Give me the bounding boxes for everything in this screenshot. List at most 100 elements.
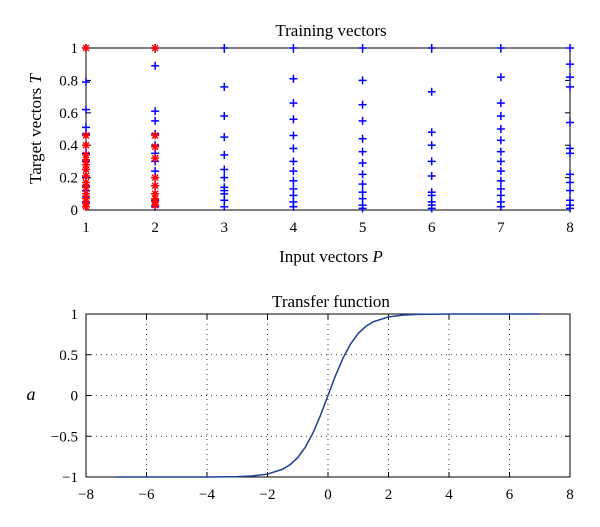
plus-marker	[289, 157, 298, 166]
plus-marker	[289, 74, 298, 83]
plus-marker	[151, 61, 160, 70]
plus-marker	[496, 99, 505, 108]
plus-marker	[496, 112, 505, 121]
plus-marker	[496, 202, 505, 211]
plus-marker	[289, 144, 298, 153]
plus-marker	[496, 176, 505, 185]
plus-marker	[566, 170, 574, 179]
x-axis-label: Input vectors P	[279, 247, 383, 266]
y-tick-label: 0	[71, 203, 79, 219]
plus-marker	[358, 134, 367, 143]
y-axis-label: a	[27, 384, 36, 404]
y-tick-label: 0	[71, 389, 79, 405]
y-tick-label: 0.4	[59, 138, 78, 154]
plus-marker	[220, 82, 229, 91]
star-marker	[82, 44, 90, 52]
plus-marker	[151, 107, 160, 116]
axis-ticks: −8 −6 −4 −2 0 2 4 6 8 −1 −0.5 0 0.5 1	[51, 307, 574, 503]
plus-marker	[496, 147, 505, 156]
star-marker	[151, 154, 160, 163]
y-tick-label: 0.8	[59, 73, 78, 89]
plus-marker	[289, 176, 298, 185]
star-marker	[151, 44, 160, 52]
plus-marker	[220, 173, 229, 182]
plus-marker	[358, 100, 367, 109]
plus-marker	[289, 202, 298, 211]
plus-marker	[566, 178, 574, 187]
transfer-curve	[116, 313, 540, 478]
x-axis-variable: P	[372, 247, 383, 266]
x-tick-label: 3	[221, 220, 229, 236]
plus-marker	[220, 202, 229, 211]
x-tick-label: −8	[78, 487, 94, 503]
plus-marker	[289, 167, 298, 176]
plus-marker	[566, 82, 574, 91]
plus-marker	[220, 44, 229, 52]
transfer-function-chart: Transfer function −8 −6 −4 −2 0 2 4 6 8 −1 −0.5 0 0.…	[27, 292, 574, 503]
x-tick-label: 4	[290, 220, 298, 236]
chart-title: Transfer function	[272, 292, 390, 311]
chart-title: Training vectors	[275, 21, 386, 40]
y-tick-label: 0.5	[59, 348, 78, 364]
y-tick-label: 0.6	[59, 106, 78, 122]
plus-marker	[566, 73, 574, 82]
plus-marker	[427, 128, 436, 137]
plus-marker	[358, 170, 367, 179]
plus-marker	[496, 167, 505, 176]
training-vectors-chart: Training vectors 1 2 3 4 5 6 7 800.20.40.60.81 …	[26, 21, 574, 266]
y-axis-label-text: Target vectors	[26, 84, 45, 184]
x-tick-label: 7	[497, 220, 505, 236]
star-marker	[151, 142, 160, 151]
x-tick-label: 4	[445, 487, 453, 503]
plus-marker	[427, 44, 436, 52]
plus-marker	[427, 157, 436, 166]
x-tick-label: 8	[566, 220, 574, 236]
x-tick-label: 6	[506, 487, 514, 503]
star-marker	[151, 131, 160, 140]
x-tick-label: 6	[428, 220, 436, 236]
plus-marker	[82, 105, 90, 114]
plus-marker	[566, 44, 574, 52]
plus-marker	[358, 44, 367, 52]
star-marker	[82, 131, 90, 140]
plus-marker	[220, 112, 229, 121]
star-marker	[151, 173, 160, 182]
x-tick-label: 8	[566, 487, 574, 503]
plus-marker	[566, 118, 574, 127]
plus-marker	[358, 180, 367, 189]
plus-marker	[566, 186, 574, 195]
plus-marker	[220, 165, 229, 174]
plus-marker	[496, 44, 505, 52]
plus-marker	[289, 115, 298, 124]
plus-marker	[358, 116, 367, 125]
y-axis-label: Target vectors T	[26, 73, 45, 184]
y-tick-label: −0.5	[51, 429, 78, 445]
plus-marker	[496, 136, 505, 145]
y-axis-variable: T	[26, 73, 45, 84]
plus-marker	[427, 171, 436, 180]
x-tick-label: 1	[82, 220, 90, 236]
plus-marker	[496, 157, 505, 166]
plus-marker	[358, 76, 367, 85]
x-axis-label-text: Input vectors	[279, 247, 372, 266]
star-marker	[82, 202, 90, 211]
plus-marker	[427, 87, 436, 96]
plus-marker	[427, 141, 436, 150]
plus-marker	[358, 204, 367, 213]
star-marker	[82, 165, 90, 174]
plus-marker	[220, 150, 229, 159]
x-tick-label: 0	[324, 487, 332, 503]
star-marker	[82, 171, 90, 180]
plus-marker	[496, 73, 505, 82]
star-marker	[151, 181, 160, 190]
y-tick-label: −1	[62, 470, 78, 486]
plus-marker	[427, 204, 436, 213]
y-tick-label: 1	[71, 307, 79, 323]
y-tick-label: 1	[71, 41, 79, 57]
plus-marker	[358, 147, 367, 156]
star-marker	[151, 201, 160, 210]
star-marker	[82, 141, 90, 150]
plus-marker	[566, 60, 574, 69]
plus-marker	[289, 99, 298, 108]
